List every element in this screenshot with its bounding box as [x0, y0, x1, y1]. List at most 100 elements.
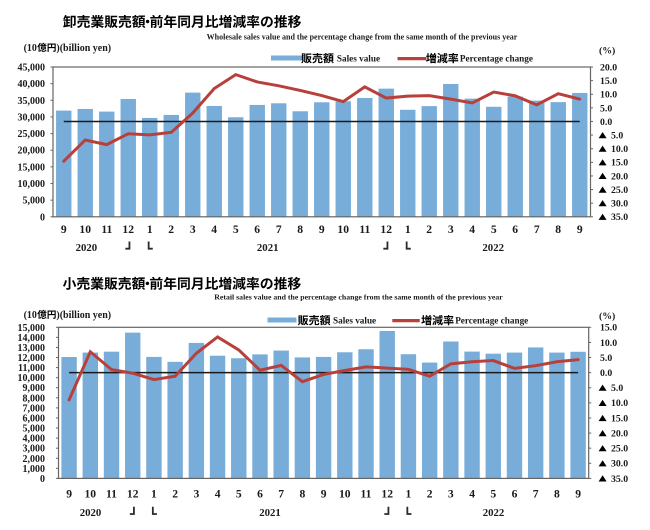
svg-text:4: 4: [469, 223, 475, 236]
svg-text:35,000: 35,000: [18, 96, 46, 107]
svg-text:6: 6: [257, 487, 263, 500]
svg-text:2022: 2022: [482, 242, 504, 254]
svg-text:11: 11: [106, 487, 117, 500]
svg-text:20.0: 20.0: [600, 62, 617, 73]
svg-text:5,000: 5,000: [23, 196, 46, 207]
svg-text:2020: 2020: [76, 242, 98, 254]
svg-text:25,000: 25,000: [18, 129, 46, 140]
svg-text:4,000: 4,000: [23, 434, 46, 445]
svg-text:6: 6: [512, 487, 518, 500]
svg-text:15,000: 15,000: [18, 323, 46, 334]
svg-text:12,000: 12,000: [18, 353, 46, 364]
svg-text:20,000: 20,000: [18, 146, 46, 157]
svg-text:35.0: 35.0: [611, 212, 628, 223]
svg-text:2: 2: [168, 223, 174, 236]
svg-text:15,000: 15,000: [18, 162, 46, 173]
svg-text:11: 11: [361, 487, 372, 500]
svg-text:0.0: 0.0: [600, 117, 612, 128]
svg-text:3: 3: [448, 223, 454, 236]
svg-text:1: 1: [405, 223, 411, 236]
svg-text:9: 9: [61, 223, 67, 236]
svg-text:Wholesale sales value and the: Wholesale sales value and the percentage…: [207, 32, 518, 41]
svg-text:7,000: 7,000: [23, 403, 46, 414]
svg-text:(%): (%): [599, 311, 615, 322]
svg-text:2,000: 2,000: [23, 454, 46, 465]
svg-text:9: 9: [321, 487, 327, 500]
svg-text:9,000: 9,000: [23, 383, 46, 394]
svg-text:7: 7: [534, 223, 540, 236]
svg-text:14,000: 14,000: [18, 333, 46, 344]
svg-text:30.0: 30.0: [611, 459, 628, 470]
svg-text:)(billion yen): )(billion yen): [56, 310, 111, 321]
svg-text:25.0: 25.0: [611, 185, 628, 196]
svg-text:5.0: 5.0: [600, 103, 612, 114]
svg-text:6: 6: [254, 223, 260, 236]
svg-text:10: 10: [339, 487, 351, 500]
svg-text:5,000: 5,000: [23, 424, 46, 435]
svg-text:8: 8: [297, 223, 303, 236]
svg-text:6: 6: [512, 223, 518, 236]
svg-text:10.0: 10.0: [600, 338, 617, 349]
svg-text:4: 4: [215, 487, 221, 500]
svg-text:10.0: 10.0: [600, 90, 617, 101]
svg-text:5: 5: [491, 223, 497, 236]
svg-text:5.0: 5.0: [600, 353, 612, 364]
svg-text:9: 9: [575, 487, 581, 500]
svg-text:0: 0: [40, 474, 45, 485]
svg-text:12: 12: [381, 487, 393, 500]
svg-text:5.0: 5.0: [611, 383, 623, 394]
svg-text:35.0: 35.0: [611, 474, 628, 485]
svg-text:3: 3: [190, 223, 196, 236]
svg-text:4: 4: [211, 223, 217, 236]
svg-text:8: 8: [554, 487, 560, 500]
svg-text:15.0: 15.0: [600, 323, 617, 334]
svg-text:25.0: 25.0: [611, 444, 628, 455]
svg-text:8: 8: [300, 487, 306, 500]
svg-text:0.0: 0.0: [600, 368, 612, 379]
svg-text:Sales value: Sales value: [333, 316, 376, 326]
svg-text:7: 7: [533, 487, 539, 500]
svg-text:2020: 2020: [80, 507, 102, 519]
svg-text:(%): (%): [599, 46, 615, 57]
svg-text:5: 5: [233, 223, 239, 236]
svg-text:20.0: 20.0: [611, 171, 628, 182]
svg-text:7: 7: [278, 487, 284, 500]
svg-text:11: 11: [101, 223, 112, 236]
svg-text:5: 5: [490, 487, 496, 500]
svg-text:9: 9: [66, 487, 72, 500]
svg-text:1: 1: [151, 487, 157, 500]
svg-text:12: 12: [127, 487, 139, 500]
svg-text:40,000: 40,000: [18, 79, 46, 90]
svg-text:1: 1: [147, 223, 153, 236]
svg-text:0: 0: [40, 212, 45, 223]
svg-text:20.0: 20.0: [611, 429, 628, 440]
svg-text:3,000: 3,000: [23, 444, 46, 455]
svg-text:10: 10: [337, 223, 349, 236]
svg-text:15.0: 15.0: [611, 158, 628, 169]
svg-text:8: 8: [555, 223, 561, 236]
svg-text:10.0: 10.0: [611, 144, 628, 155]
svg-text:10.0: 10.0: [611, 398, 628, 409]
svg-text:)(billion yen): )(billion yen): [56, 43, 111, 54]
svg-text:Percentage change: Percentage change: [460, 54, 533, 64]
svg-text:5.0: 5.0: [611, 131, 623, 142]
svg-text:2021: 2021: [257, 242, 279, 254]
svg-text:4: 4: [469, 487, 475, 500]
svg-text:5: 5: [236, 487, 242, 500]
svg-text:15.0: 15.0: [611, 413, 628, 424]
svg-text:3: 3: [194, 487, 200, 500]
svg-text:(10: (10: [24, 310, 37, 321]
svg-text:9: 9: [319, 223, 325, 236]
svg-text:10: 10: [85, 487, 97, 500]
svg-text:2: 2: [172, 487, 178, 500]
svg-text:10: 10: [79, 223, 91, 236]
svg-text:10,000: 10,000: [18, 373, 46, 384]
svg-text:12: 12: [380, 223, 392, 236]
svg-text:2022: 2022: [483, 507, 505, 519]
svg-text:Percentage change: Percentage change: [455, 316, 528, 326]
svg-text:2: 2: [427, 487, 433, 500]
svg-text:11,000: 11,000: [18, 363, 45, 374]
svg-text:6,000: 6,000: [23, 414, 46, 425]
svg-text:8,000: 8,000: [23, 393, 46, 404]
svg-text:2021: 2021: [259, 507, 281, 519]
